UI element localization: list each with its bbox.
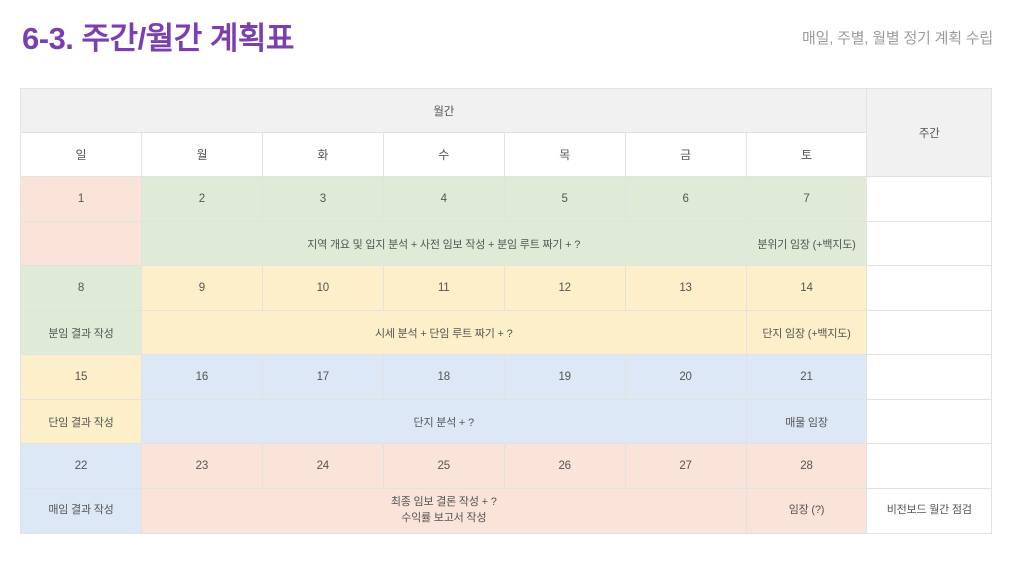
week-1-task-row: 지역 개요 및 입지 분석 + 사전 임보 작성 + 분임 루트 짜기 + ? … xyxy=(20,221,992,266)
date-cell[interactable]: 18 xyxy=(382,354,505,400)
weekly-task-cell[interactable] xyxy=(866,399,992,444)
week-1-date-row: 1 2 3 4 5 6 7 xyxy=(20,176,992,222)
weekday-task-line-2: 수익률 보고서 작성 xyxy=(401,512,487,524)
sunday-task-cell[interactable]: 단임 결과 작성 xyxy=(20,399,142,444)
date-cell[interactable]: 6 xyxy=(624,176,747,222)
date-cell[interactable]: 22 xyxy=(20,443,142,489)
week-4-date-row: 22 23 24 25 26 27 28 xyxy=(20,443,992,489)
plan-table-container: 월간 주간 일 월 화 수 목 금 토 1 2 3 4 5 6 7 xyxy=(19,88,992,534)
day-header-sat: 토 xyxy=(745,132,868,177)
weekly-task-cell[interactable]: 비전보드 월간 점검 xyxy=(866,488,992,534)
saturday-task-cell[interactable]: 임장 (?) xyxy=(745,488,868,534)
weekly-task-cell[interactable] xyxy=(866,221,992,266)
date-cell[interactable]: 2 xyxy=(140,176,263,222)
date-cell[interactable]: 20 xyxy=(624,354,747,400)
weekly-section-header: 주간 xyxy=(866,88,992,177)
date-cell[interactable]: 14 xyxy=(745,265,868,311)
date-cell[interactable]: 5 xyxy=(503,176,626,222)
table-header-row-days: 일 월 화 수 목 금 토 xyxy=(20,132,992,177)
sunday-task-cell[interactable]: 매임 결과 작성 xyxy=(20,488,142,534)
date-cell[interactable]: 1 xyxy=(20,176,142,222)
week-3-task-row: 단임 결과 작성 단지 분석 + ? 매물 임장 xyxy=(20,399,992,444)
weekday-task-cell[interactable]: 최종 임보 결론 작성 + ? 수익률 보고서 작성 xyxy=(140,488,747,534)
weekly-monthly-plan-table: 월간 주간 일 월 화 수 목 금 토 1 2 3 4 5 6 7 xyxy=(19,88,992,534)
page-subtitle: 매일, 주별, 월별 정기 계획 수립 xyxy=(802,30,993,47)
weekday-task-line-1: 최종 임보 결론 작성 + ? xyxy=(390,496,497,509)
page-title: 6-3. 주간/월간 계획표 xyxy=(22,21,294,56)
date-cell[interactable]: 3 xyxy=(261,176,384,222)
weekly-date-cell[interactable] xyxy=(866,354,992,400)
weekday-task-cell[interactable]: 단지 분석 + ? xyxy=(140,399,747,444)
date-cell[interactable]: 10 xyxy=(261,265,384,311)
day-header-thu: 목 xyxy=(503,132,626,177)
saturday-task-cell[interactable]: 단지 임장 (+백지도) xyxy=(745,310,868,355)
day-header-fri: 금 xyxy=(624,132,747,177)
date-cell[interactable]: 15 xyxy=(20,354,142,400)
date-cell[interactable]: 9 xyxy=(140,265,263,311)
date-cell[interactable]: 17 xyxy=(261,354,384,400)
date-cell[interactable]: 28 xyxy=(745,443,868,489)
week-3-date-row: 15 16 17 18 19 20 21 xyxy=(20,354,992,400)
weekly-date-cell[interactable] xyxy=(866,443,992,489)
saturday-task-cell[interactable]: 매물 임장 xyxy=(745,399,868,444)
date-cell[interactable]: 27 xyxy=(624,443,747,489)
date-cell[interactable]: 11 xyxy=(382,265,505,311)
date-cell[interactable]: 7 xyxy=(745,176,868,222)
date-cell[interactable]: 4 xyxy=(382,176,505,222)
date-cell[interactable]: 24 xyxy=(261,443,384,489)
page-header: 6-3. 주간/월간 계획표 매일, 주별, 월별 정기 계획 수립 xyxy=(0,0,1013,80)
sunday-task-cell[interactable] xyxy=(20,221,142,266)
day-header-mon: 월 xyxy=(140,132,263,177)
week-2-task-row: 분임 결과 작성 시세 분석 + 단임 루트 짜기 + ? 단지 임장 (+백지… xyxy=(20,310,992,355)
table-header-row-group: 월간 주간 xyxy=(19,88,992,177)
date-cell[interactable]: 16 xyxy=(140,354,263,400)
weekday-task-cell[interactable]: 시세 분석 + 단임 루트 짜기 + ? xyxy=(140,310,747,355)
weekly-date-cell[interactable] xyxy=(866,176,992,222)
weekly-task-cell[interactable] xyxy=(866,310,992,355)
weekly-date-cell[interactable] xyxy=(866,265,992,311)
day-header-tue: 화 xyxy=(261,132,384,177)
week-2-date-row: 8 9 10 11 12 13 14 xyxy=(20,265,992,311)
date-cell[interactable]: 26 xyxy=(503,443,626,489)
date-cell[interactable]: 23 xyxy=(140,443,263,489)
date-cell[interactable]: 13 xyxy=(624,265,747,311)
date-cell[interactable]: 8 xyxy=(20,265,142,311)
day-header-wed: 수 xyxy=(382,132,505,177)
date-cell[interactable]: 19 xyxy=(503,354,626,400)
week-4-task-row: 매임 결과 작성 최종 임보 결론 작성 + ? 수익률 보고서 작성 임장 (… xyxy=(20,488,992,534)
date-cell[interactable]: 21 xyxy=(745,354,868,400)
weekday-task-cell[interactable]: 지역 개요 및 입지 분석 + 사전 임보 작성 + 분임 루트 짜기 + ? xyxy=(140,221,747,266)
date-cell[interactable]: 25 xyxy=(382,443,505,489)
date-cell[interactable]: 12 xyxy=(503,265,626,311)
sunday-task-cell[interactable]: 분임 결과 작성 xyxy=(20,310,142,355)
monthly-section-header: 월간 xyxy=(19,88,868,133)
day-header-sun: 일 xyxy=(20,132,142,177)
saturday-task-cell[interactable]: 분위기 임장 (+백지도) xyxy=(745,221,868,266)
